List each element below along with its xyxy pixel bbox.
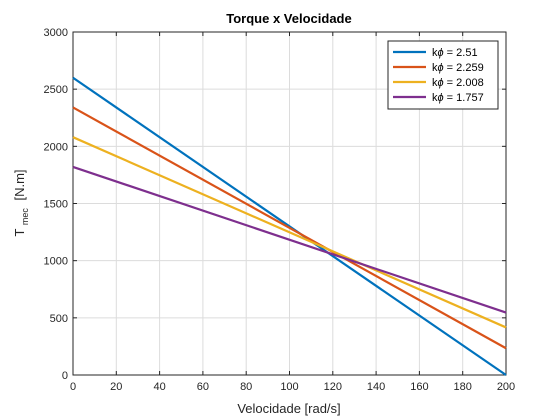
y-tick-label: 2500 [44,84,68,96]
x-axis-label: Velocidade [rad/s] [237,401,340,416]
y-axis-label-main: T [12,229,27,237]
x-tick-label: 160 [410,381,428,393]
legend-entry-prefix: k [432,47,438,59]
x-tick-label: 60 [197,381,209,393]
legend-entry-value: = 2.259 [444,62,484,74]
legend-entry: kϕ = 1.757 [432,92,484,104]
y-tick-label: 3000 [44,27,68,39]
y-tick-label: 500 [50,313,68,325]
legend-entry: kϕ = 2.51 [432,47,478,59]
x-tick-label: 100 [280,381,298,393]
x-tick-label: 20 [110,381,122,393]
legend-entry-value: = 2.008 [444,77,484,89]
legend-entry: kϕ = 2.259 [432,62,484,74]
y-tick-label: 1000 [44,256,68,268]
series-line-3 [72,136,507,329]
legend-entry-prefix: k [432,77,438,89]
axis-ticks: 0 20 40 60 80 100 120 140 160 180 2000500100015002… [44,27,516,393]
series-line-1 [72,76,507,376]
x-tick-label: 120 [324,381,342,393]
legend-entry-value: = 1.757 [444,92,484,104]
x-tick-label: 180 [454,381,472,393]
series-line-4 [72,165,507,314]
x-tick-label: 200 [497,381,515,393]
legend-entry-prefix: k [432,92,438,104]
legend-entry: kϕ = 2.008 [432,77,484,89]
legend-entry-value: = 2.51 [444,47,478,59]
series-line-2 [72,106,507,350]
y-axis-label-unit: [N.m] [12,169,27,200]
legend-entry-symbol: ϕ [438,62,444,74]
y-tick-label: 0 [62,370,68,382]
legend-entry-symbol: ϕ [438,47,444,59]
chart-title: Torque x Velocidade [226,11,351,26]
legend-entry-prefix: k [432,62,438,74]
x-tick-label: 40 [153,381,165,393]
y-axis-label: T mec [N.m] [12,169,31,236]
y-tick-label: 2000 [44,141,68,153]
legend-entry-symbol: ϕ [438,92,444,104]
y-tick-label: 1500 [44,199,68,211]
x-tick-label: 80 [240,381,252,393]
y-axis-label-sub: mec [20,208,30,226]
x-tick-label: 140 [367,381,385,393]
legend-entry-symbol: ϕ [438,77,444,89]
x-tick-label: 0 [70,381,76,393]
series-lines [72,76,507,376]
